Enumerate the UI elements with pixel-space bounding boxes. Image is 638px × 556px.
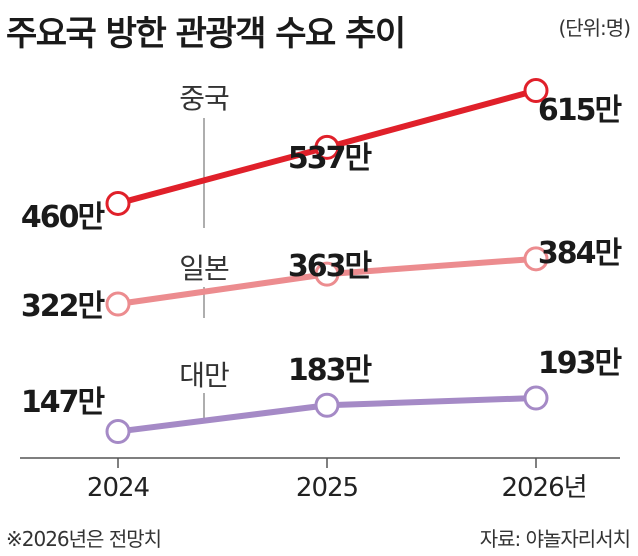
series-name-japan: 일본 [179, 252, 229, 285]
line-chart: 2024 2025 2026년 460만 537만 615만 중국 322만 363만 384만 일… [20, 78, 625, 503]
data-label-china: 460만 [21, 200, 106, 235]
data-point-japan [314, 261, 340, 287]
data-point-japan [523, 246, 549, 272]
x-tick-label: 2024 [87, 473, 150, 503]
chart-title: 주요국 방한 관광객 수요 추이 [6, 14, 406, 54]
data-label-japan: 322만 [21, 289, 106, 324]
series-name-taiwan: 대만 [179, 359, 229, 392]
data-point-china [105, 190, 131, 216]
source-credit: 자료: 야놀자리서치 [479, 527, 631, 551]
data-point-taiwan [523, 385, 549, 411]
series-name-china: 중국 [179, 82, 229, 115]
x-tick-label: 2026년 [501, 473, 586, 503]
data-point-japan [105, 291, 131, 317]
data-point-china [314, 134, 340, 160]
unit-note: (단위:명) [558, 16, 631, 40]
footnote: ※2026년은 전망치 [6, 527, 162, 551]
data-label-japan: 384만 [538, 236, 623, 271]
data-label-taiwan: 147만 [21, 385, 106, 420]
data-point-china [523, 78, 549, 104]
data-label-china: 615만 [538, 93, 623, 128]
x-tick-label: 2025 [296, 473, 358, 503]
data-label-japan: 363만 [288, 249, 373, 284]
data-point-taiwan [105, 419, 131, 444]
data-label-taiwan: 183만 [288, 353, 373, 388]
data-label-china: 537만 [288, 141, 373, 176]
data-label-taiwan: 193만 [538, 346, 623, 381]
data-point-taiwan [314, 392, 340, 418]
